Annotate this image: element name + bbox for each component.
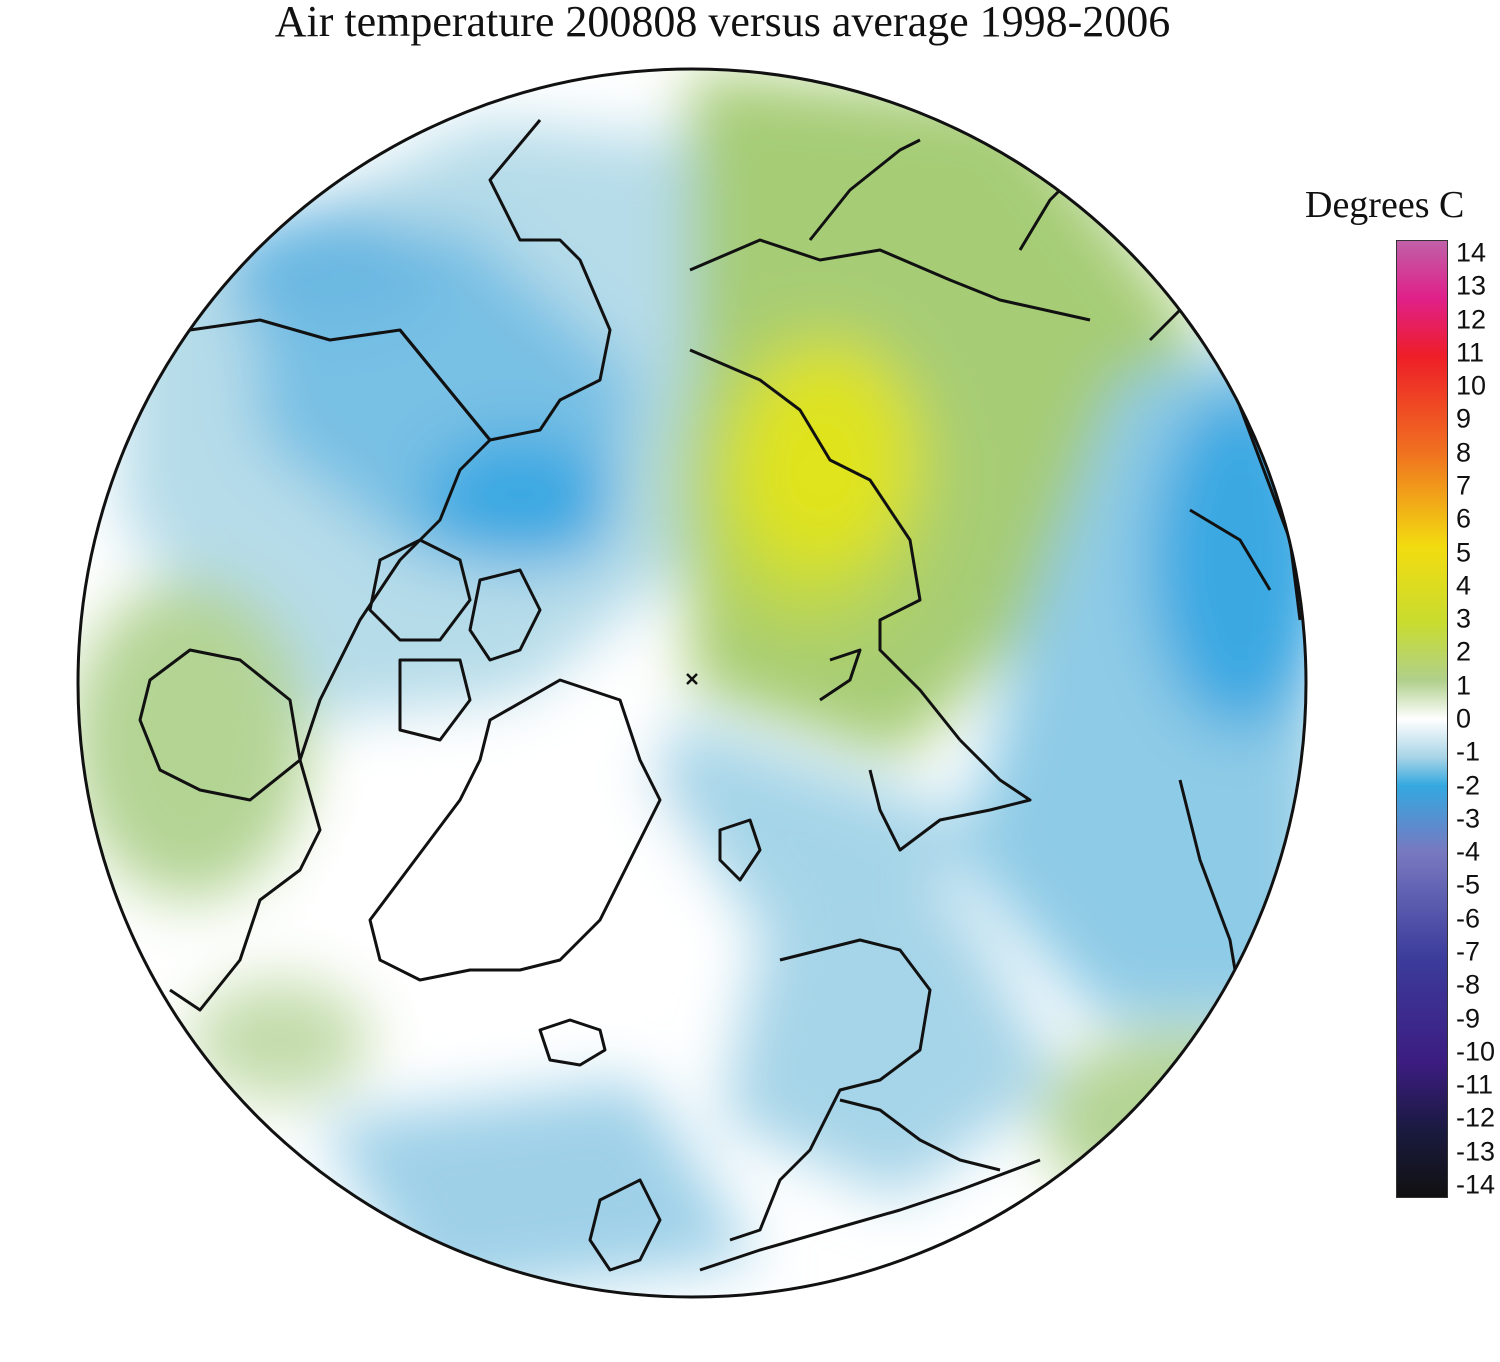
colorbar-tick-label: -3: [1456, 803, 1481, 834]
colorbar-tick-label: 9: [1456, 403, 1472, 434]
coastline-taymyr: [868, 738, 1032, 852]
colorbar-tick-label: -12: [1456, 1102, 1496, 1133]
colorbar-tick-label: -7: [1456, 936, 1481, 967]
colorbar-tick-label: -10: [1456, 1036, 1496, 1067]
colorbar-tick-label: -11: [1456, 1069, 1494, 1100]
colorbar-tick-label: 0: [1456, 703, 1472, 734]
colorbar-tick-label: -8: [1456, 969, 1481, 1000]
colorbar-tick-label: -9: [1456, 1003, 1481, 1034]
colorbar-tick-label: 3: [1456, 603, 1472, 634]
coastline-kola-scandinavia: [729, 938, 932, 1242]
colorbar: [1396, 240, 1448, 1198]
map-disk: [78, 69, 1306, 1297]
colorbar-tick-label: 14: [1456, 237, 1487, 268]
map-boundary: [76, 67, 1308, 1299]
coastline-greenland: [368, 678, 662, 982]
colorbar-tick-label: 10: [1456, 370, 1487, 401]
colorbar-tick-label: 7: [1456, 470, 1472, 501]
coastline-alaska-north: [189, 119, 612, 442]
coastline-svalbard: [718, 818, 762, 882]
colorbar-tick-label: 13: [1456, 270, 1487, 301]
coastlines: [138, 119, 1302, 1272]
colorbar-tick-label: 11: [1456, 337, 1485, 368]
anomaly-peak-chukchi: [740, 340, 920, 560]
anomaly-core-alaska: [220, 210, 440, 330]
colorbar-tick-label: -1: [1456, 736, 1481, 767]
colorbar-tick-label: 6: [1456, 503, 1472, 534]
colorbar-unit-label: Degrees C: [1305, 184, 1465, 226]
border-alaska-canada: [398, 329, 492, 441]
coastline-novaya-zemlya: [819, 648, 862, 702]
colorbar-tick-labels: 14 13 12 11 10 9 8 7 6 5 4 3 2 1 0 -1 -2 -3 -4 -5 -6 -7 -8 -9 -1…: [1456, 237, 1500, 1200]
coastline-british-isles: [588, 1178, 662, 1272]
border-chukotka-inland: [689, 348, 962, 741]
map-title: Air temperature 200808 versus average 19…: [274, 0, 1171, 46]
colorbar-tick-label: -14: [1456, 1169, 1496, 1200]
north-pole-marker: [686, 673, 698, 685]
coastline-europe-mainland: [699, 1158, 1041, 1272]
anomaly-region-labrador: [190, 980, 370, 1100]
colorbar-tick-label: -2: [1456, 770, 1481, 801]
colorbar-tick-label: -6: [1456, 903, 1481, 934]
coastline-caspian-lines: [1189, 508, 1272, 591]
anomaly-region-greenland: [370, 720, 670, 980]
coastline-chukotka: [808, 138, 921, 241]
colorbar-tick-label: 2: [1456, 636, 1472, 667]
colorbar-tick-label: -5: [1456, 869, 1481, 900]
colorbar-tick-label: 1: [1456, 670, 1472, 701]
colorbar-tick-label: 4: [1456, 570, 1472, 601]
coastline-east-siberia: [689, 238, 1091, 322]
colorbar-tick-label: 5: [1456, 537, 1472, 568]
coastline-arctic-islands-c: [398, 658, 472, 742]
anomaly-core-west-siberia: [1150, 390, 1306, 730]
coastline-arctic-islands-a: [368, 538, 472, 642]
anomaly-region-scandinavia: [720, 900, 1060, 1200]
colorbar-tick-label: 8: [1456, 437, 1472, 468]
anomaly-region-hudson-bay: [78, 580, 310, 900]
coastline-labrador: [169, 759, 322, 1012]
anomaly-core-beaufort: [425, 435, 615, 565]
coastline-baltic: [839, 1098, 1001, 1172]
anomaly-region-barents-kara: [650, 720, 980, 960]
colorbar-tick-label: -13: [1456, 1136, 1496, 1167]
colorbar-tick-label: -4: [1456, 836, 1481, 867]
colorbar-tick-label: 12: [1456, 304, 1487, 335]
coastline-arctic-islands-b: [468, 568, 542, 662]
coastline-iceland: [538, 1018, 607, 1067]
